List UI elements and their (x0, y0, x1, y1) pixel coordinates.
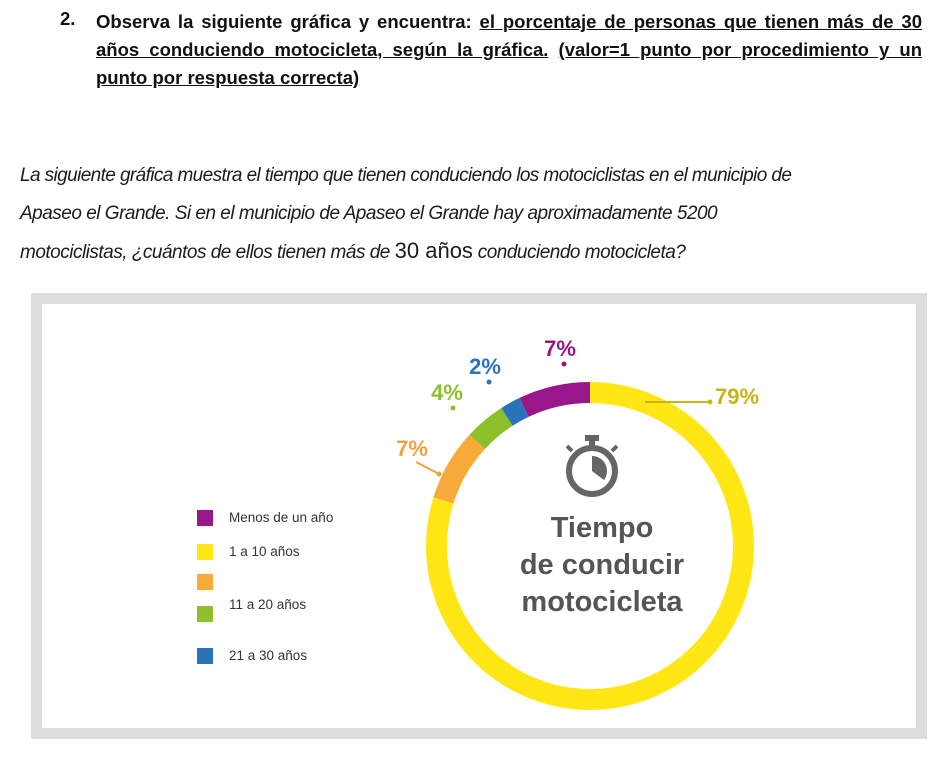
question-text: Observa la siguiente gráfica y encuentra… (96, 8, 922, 92)
chart-title-line: motocicleta (521, 586, 683, 618)
donut-slice (433, 434, 485, 504)
label-leader-dot (561, 361, 567, 367)
legend-label: 21 a 30 años (229, 648, 308, 663)
donut-chart: 79% 7% 4%2% 7% (396, 336, 759, 710)
paragraph-line-1: La siguiente gráfica muestra el tiempo q… (20, 165, 792, 186)
donut-slice (469, 408, 513, 449)
paragraph-line-2: Apaseo el Grande. Si en el municipio de … (20, 203, 718, 224)
legend-swatch (197, 544, 213, 560)
paragraph-line-3-b: 30 años (394, 238, 473, 263)
slice-percent-label: 7% (544, 336, 576, 361)
question-underlined-1: el porcentaje de personas que tienen más… (96, 11, 923, 60)
chart-title-line: Tiempo (550, 512, 654, 544)
legend-label: 11 a 20 años (229, 597, 307, 612)
legend-swatch (197, 606, 213, 622)
paragraph-line-3-a: motociclistas, ¿cuántos de ellos tienen … (20, 242, 395, 263)
slice-percent-label: 7% (396, 436, 428, 461)
paragraph-line-3-c: conduciendo motocicleta? (472, 242, 686, 263)
legend-swatch (197, 574, 213, 590)
label-leader-dot (450, 405, 456, 411)
legend-swatch (197, 648, 213, 664)
donut-slice (501, 397, 529, 426)
label-leader-dot (436, 471, 442, 477)
question-lead: Observa la siguiente gráfica y encuentra… (96, 11, 480, 32)
donut-slice (519, 382, 590, 417)
question-underlined-2: (valor=1 punto por procedimiento y un pu… (96, 39, 923, 88)
question-number: 2. (60, 8, 76, 29)
slice-percent-label: 4% (431, 380, 463, 405)
chart-area: 79% 7% 4% 2% 7% Menos de un año 1 a 10 años 11… (42, 304, 916, 728)
label-leader-dot (707, 399, 713, 405)
legend-swatch (197, 510, 213, 526)
chart-frame: 79% 7% 4% 2% 7% Menos de un año 1 a 10 años 11… (31, 293, 927, 739)
label-leader-dot (486, 379, 492, 385)
slice-percent-label: 2% (469, 354, 501, 379)
stopwatch-icon (565, 435, 619, 497)
legend-label: Menos de un año (229, 510, 334, 525)
chart-title: Tiempo de conducir motocicleta (472, 510, 732, 621)
legend-label: 1 a 10 años (229, 544, 300, 559)
slice-percent-label: 79% (715, 384, 759, 409)
chart-title-line: de conducir (519, 549, 685, 581)
label-leader-line (415, 461, 440, 475)
paragraph-line-3: motociclistas, ¿cuántos de ellos tienen … (20, 238, 920, 264)
